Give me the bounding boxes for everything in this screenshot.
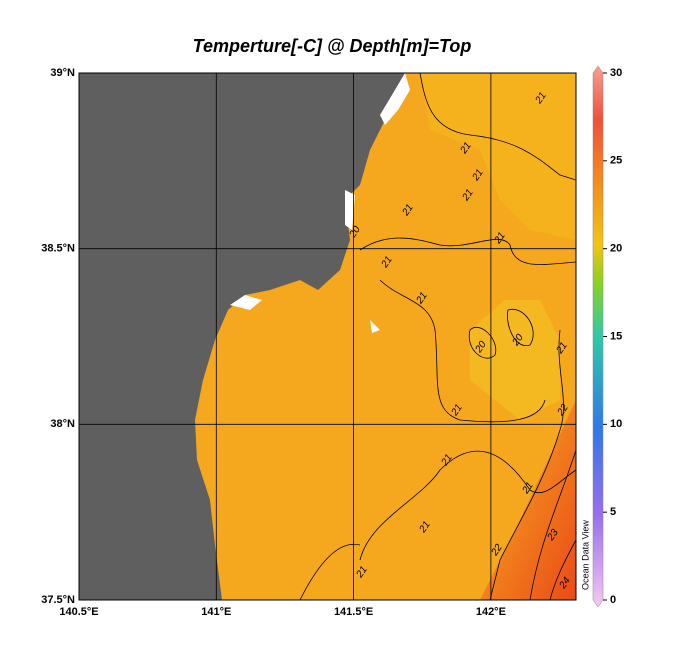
colorbar-tick-label: 25 [610, 155, 622, 167]
contours [299, 73, 576, 600]
lon-tick-label: 140.5°E [59, 606, 98, 618]
colorbar-tick-label: 10 [610, 418, 622, 430]
lat-tick-label: 37.5°N [41, 594, 75, 606]
lat-tick-label: 39°N [50, 67, 75, 79]
lon-tick-label: 142°E [476, 606, 506, 618]
credit: Ocean Data View [580, 520, 590, 590]
warm-water [480, 400, 576, 600]
axes: 140.5°E 141°E 141.5°E 142°E 37.5°N 38°N 38.5°N… [41, 67, 622, 618]
map-frame [78, 72, 577, 601]
colorbar-tick-label: 20 [610, 243, 622, 255]
grid [79, 73, 576, 600]
lat-tick-label: 38.5°N [41, 243, 75, 255]
ocean-shade [420, 73, 576, 240]
lat-tick-label: 38°N [50, 418, 75, 430]
title: Temperture[-C] @ Depth[m]=Top [193, 36, 472, 56]
land [79, 73, 405, 600]
colorbar-tick-label: 0 [610, 594, 616, 606]
shoreline [230, 73, 410, 333]
colorbar-tick-label: 15 [610, 330, 622, 342]
colorbar-tick-label: 5 [610, 506, 616, 518]
lon-tick-label: 141°E [201, 606, 231, 618]
ocean-shade [470, 300, 560, 420]
lon-tick-label: 141.5°E [334, 606, 373, 618]
colorbar-tick-label: 30 [610, 67, 622, 79]
colorbar [592, 65, 604, 608]
